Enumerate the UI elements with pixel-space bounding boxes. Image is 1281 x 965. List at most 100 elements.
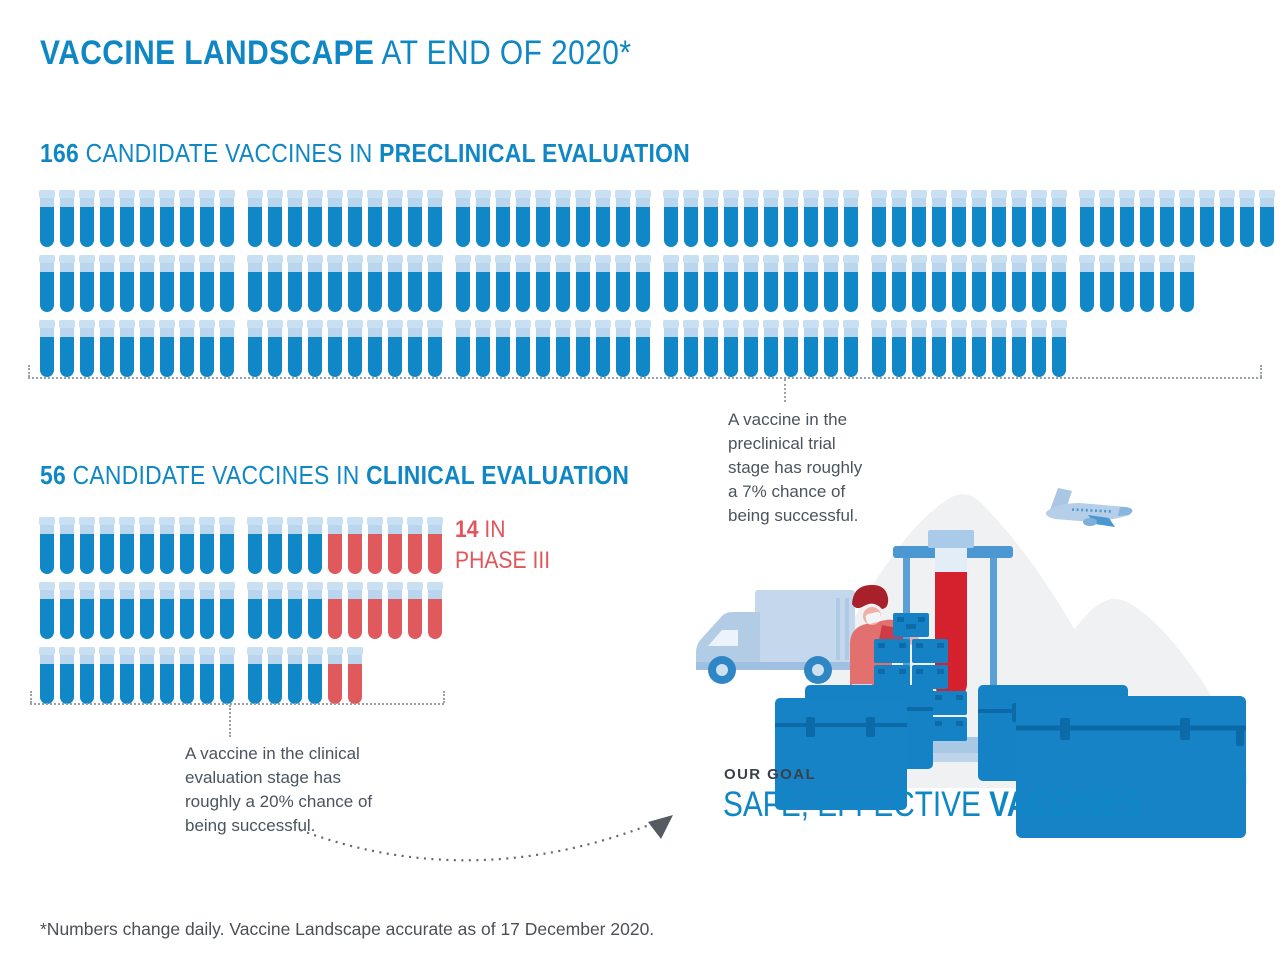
test-tube-icon-blue — [931, 190, 947, 247]
test-tube-icon-blue — [199, 320, 215, 377]
tube-group — [247, 582, 443, 639]
test-tube-icon-blue — [971, 255, 987, 312]
test-tube-icon-red — [327, 582, 343, 639]
airplane-icon — [1045, 488, 1133, 527]
test-tube-icon-blue — [871, 190, 887, 247]
test-tube-icon-blue — [803, 320, 819, 377]
test-tube-icon-blue — [287, 320, 303, 377]
phase3-callout: 14 IN PHASE III — [455, 514, 563, 576]
test-tube-icon-blue — [407, 320, 423, 377]
test-tube-icon-blue — [1079, 255, 1095, 312]
test-tube-icon-blue — [247, 517, 263, 574]
test-tube-icon-red — [347, 582, 363, 639]
tube-row — [39, 190, 1275, 247]
tube-group — [247, 517, 443, 574]
tube-group — [663, 320, 859, 377]
test-tube-icon-blue — [971, 190, 987, 247]
clinical-pictogram — [39, 517, 443, 712]
test-tube-icon-blue — [79, 190, 95, 247]
test-tube-icon-blue — [663, 320, 679, 377]
test-tube-icon-red — [427, 582, 443, 639]
test-tube-icon-blue — [59, 255, 75, 312]
test-tube-icon-blue — [991, 190, 1007, 247]
test-tube-icon-blue — [1051, 320, 1067, 377]
test-tube-icon-blue — [307, 517, 323, 574]
tube-group — [871, 255, 1067, 312]
clinical-heading: 56 CANDIDATE VACCINES IN CLINICAL EVALUA… — [40, 460, 710, 491]
test-tube-icon-blue — [891, 320, 907, 377]
test-tube-icon-blue — [1119, 190, 1135, 247]
test-tube-icon-blue — [783, 190, 799, 247]
test-tube-icon-blue — [179, 582, 195, 639]
test-tube-icon-blue — [823, 320, 839, 377]
test-tube-icon-blue — [367, 255, 383, 312]
test-tube-icon-blue — [199, 647, 215, 704]
test-tube-icon-blue — [287, 255, 303, 312]
test-tube-icon-blue — [971, 320, 987, 377]
test-tube-icon-red — [367, 582, 383, 639]
test-tube-icon-blue — [307, 582, 323, 639]
test-tube-icon-blue — [763, 255, 779, 312]
test-tube-icon-red — [387, 517, 403, 574]
clinical-label: CANDIDATE VACCINES IN — [65, 460, 367, 490]
test-tube-icon-blue — [555, 255, 571, 312]
test-tube-icon-blue — [683, 320, 699, 377]
vaccine-logistics-illustration — [696, 488, 1248, 838]
test-tube-icon-blue — [763, 190, 779, 247]
test-tube-icon-red — [347, 647, 363, 704]
test-tube-icon-blue — [199, 582, 215, 639]
tube-group — [455, 320, 651, 377]
test-tube-icon-blue — [783, 320, 799, 377]
test-tube-icon-blue — [475, 190, 491, 247]
tube-group — [39, 582, 235, 639]
test-tube-icon-blue — [871, 320, 887, 377]
tube-group — [663, 190, 859, 247]
test-tube-icon-blue — [387, 190, 403, 247]
test-tube-icon-red — [327, 647, 343, 704]
test-tube-icon-blue — [515, 190, 531, 247]
test-tube-icon-blue — [615, 255, 631, 312]
test-tube-icon-red — [327, 517, 343, 574]
test-tube-icon-blue — [219, 582, 235, 639]
test-tube-icon-blue — [575, 320, 591, 377]
test-tube-icon-blue — [575, 190, 591, 247]
test-tube-icon-blue — [595, 190, 611, 247]
test-tube-icon-red — [387, 582, 403, 639]
test-tube-icon-blue — [743, 255, 759, 312]
title-bold: VACCINE LANDSCAPE — [40, 34, 375, 72]
test-tube-icon-blue — [39, 517, 55, 574]
test-tube-icon-blue — [1139, 190, 1155, 247]
test-tube-icon-blue — [663, 255, 679, 312]
test-tube-icon-blue — [347, 320, 363, 377]
tube-row — [39, 320, 1274, 377]
test-tube-icon-blue — [1179, 255, 1195, 312]
clinical-annotation-tick — [229, 705, 231, 737]
test-tube-icon-blue — [803, 190, 819, 247]
test-tube-icon-blue — [1219, 190, 1235, 247]
test-tube-icon-blue — [931, 320, 947, 377]
test-tube-icon-blue — [911, 255, 927, 312]
test-tube-icon-blue — [783, 255, 799, 312]
test-tube-icon-blue — [1011, 255, 1027, 312]
test-tube-icon-blue — [743, 190, 759, 247]
test-tube-icon-blue — [159, 517, 175, 574]
test-tube-icon-red — [367, 517, 383, 574]
test-tube-icon-blue — [179, 517, 195, 574]
footnote: *Numbers change daily. Vaccine Landscape… — [40, 919, 655, 939]
test-tube-icon-blue — [79, 320, 95, 377]
test-tube-icon-blue — [119, 647, 135, 704]
tube-group — [39, 647, 235, 704]
tube-group — [1079, 190, 1275, 247]
test-tube-icon-blue — [267, 190, 283, 247]
test-tube-icon-blue — [495, 190, 511, 247]
test-tube-icon-blue — [951, 255, 967, 312]
test-tube-icon-blue — [823, 255, 839, 312]
test-tube-icon-blue — [663, 190, 679, 247]
test-tube-icon-blue — [595, 255, 611, 312]
tube-group — [455, 190, 651, 247]
test-tube-icon-blue — [495, 320, 511, 377]
test-tube-icon-blue — [991, 320, 1007, 377]
tube-group — [455, 255, 651, 312]
test-tube-icon-blue — [39, 255, 55, 312]
test-tube-icon-blue — [59, 320, 75, 377]
